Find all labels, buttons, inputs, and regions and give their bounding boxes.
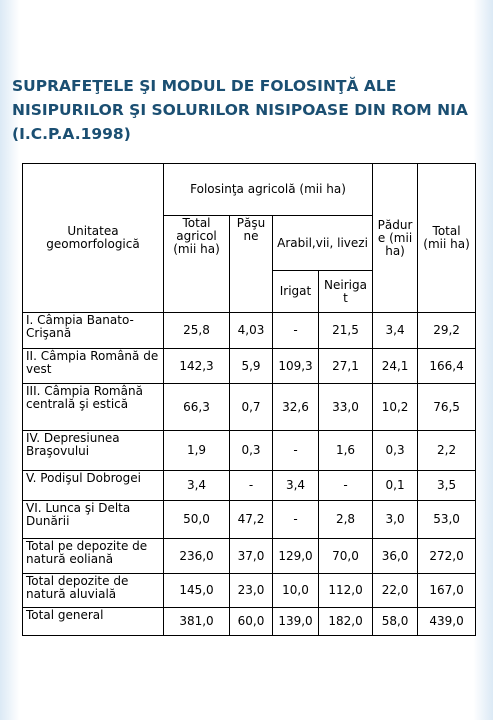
cell: 25,8 <box>163 312 230 349</box>
table-row: Total general 381,0 60,0 139,0 182,0 58,0 439,… <box>22 607 477 636</box>
cell: 139,0 <box>272 607 319 636</box>
cell: 2,8 <box>317 500 374 539</box>
cell: 58,0 <box>372 607 419 636</box>
cell: 1,9 <box>163 430 230 471</box>
header-cell: Total (mii ha) <box>417 163 477 313</box>
cell: 236,0 <box>163 538 230 574</box>
table-row: V. Podişul Dobrogei 3,4-3,4-0,1 3,5 <box>22 470 477 501</box>
row-label: Total general <box>22 607 164 636</box>
header-cell: Irigat <box>272 270 319 313</box>
row-label: VI. Lunca şi Delta Dunării <box>22 500 164 539</box>
row-label: Total depozite de natură aluvială <box>22 573 164 608</box>
cell: 182,0 <box>317 607 374 636</box>
table-row: III. Câmpia Română centrală şi estică 66,… <box>22 383 477 431</box>
cell: 167,0 <box>417 573 477 608</box>
cell: 3,5 <box>417 470 477 501</box>
row-label: Total pe depozite de natură eoliană <box>22 538 164 574</box>
cell: 36,0 <box>372 538 419 574</box>
table-row: II. Câmpia Română de vest 142,3 5,9 109,3 27… <box>22 348 477 384</box>
cell: 145,0 <box>163 573 230 608</box>
cell: 112,0 <box>317 573 374 608</box>
cell: 76,5 <box>417 383 477 431</box>
row-label: IV. Depresiunea Braşovului <box>22 430 164 471</box>
cell: 50,0 <box>163 500 230 539</box>
row-label: II. Câmpia Română de vest <box>22 348 164 384</box>
cell: 0,3 <box>372 430 419 471</box>
cell: 27,1 <box>317 348 374 384</box>
cell: 10,2 <box>372 383 419 431</box>
cell: 10,0 <box>272 573 319 608</box>
table-row: IV. Depresiunea Braşovului 1,9 0,3-1,6 0,3 2… <box>22 430 477 471</box>
cell: 0,3 <box>229 430 273 471</box>
cell: 53,0 <box>417 500 477 539</box>
cell: 166,4 <box>417 348 477 384</box>
table-row: I. Câmpia Banato-Crişană 25,8 4,03-21,5 3,4… <box>22 312 477 349</box>
cell: 1,6 <box>317 430 374 471</box>
cell: 129,0 <box>272 538 319 574</box>
cell: 21,5 <box>317 312 374 349</box>
cell: 47,2 <box>229 500 273 539</box>
cell: - <box>317 470 374 501</box>
header-cell: Pădure (mii ha) <box>372 163 419 313</box>
cell: 4,03 <box>229 312 273 349</box>
row-label: V. Podişul Dobrogei <box>22 470 164 501</box>
cell: 0,7 <box>229 383 273 431</box>
cell: - <box>272 430 319 471</box>
cell: - <box>272 312 319 349</box>
cell: 3,0 <box>372 500 419 539</box>
header-cell: Folosinţa agricolă (mii ha) <box>162 163 374 216</box>
cell: 3,4 <box>272 470 319 501</box>
header-cell: Total agricol (mii ha) <box>163 215 230 313</box>
cell: 24,1 <box>372 348 419 384</box>
row-label: III. Câmpia Română centrală şi estică <box>22 383 164 431</box>
data-table: Unitatea geomorfologică Folosinţa agrico… <box>22 163 477 636</box>
cell: 66,3 <box>163 383 230 431</box>
table-row: VI. Lunca şi Delta Dunării 50,0 47,2-2,8 3,… <box>22 500 477 539</box>
cell: 23,0 <box>229 573 273 608</box>
cell: 5,9 <box>229 348 273 384</box>
cell: - <box>229 470 273 501</box>
table-row: Total pe depozite de natură eoliană 236,0… <box>22 538 477 574</box>
cell: 381,0 <box>163 607 230 636</box>
title: SUPRAFEŢELE ŞI MODUL DE FOLOSINŢĂ ALE NI… <box>12 77 468 143</box>
header-cell: Unitatea geomorfologică <box>22 163 164 313</box>
header-cell: Arabil,vii, livezi <box>271 215 374 271</box>
cell: 142,3 <box>163 348 230 384</box>
row-label: I. Câmpia Banato-Crişană <box>22 312 164 349</box>
cell: 109,3 <box>272 348 319 384</box>
cell: 3,4 <box>372 312 419 349</box>
header-cell: Neirigat <box>317 270 374 313</box>
cell: 439,0 <box>417 607 477 636</box>
header-cell: Păşune <box>229 215 273 313</box>
cell: 37,0 <box>229 538 273 574</box>
cell: 60,0 <box>229 607 273 636</box>
cell: 272,0 <box>417 538 477 574</box>
cell: 0,1 <box>372 470 419 501</box>
cell: 22,0 <box>372 573 419 608</box>
cell: - <box>272 500 319 539</box>
cell: 2,2 <box>417 430 477 471</box>
table-row: Total depozite de natură aluvială 145,0 23… <box>22 573 477 608</box>
cell: 32,6 <box>272 383 319 431</box>
cell: 70,0 <box>317 538 374 574</box>
cell: 3,4 <box>163 470 230 501</box>
cell: 33,0 <box>317 383 374 431</box>
cell: 29,2 <box>417 312 477 349</box>
